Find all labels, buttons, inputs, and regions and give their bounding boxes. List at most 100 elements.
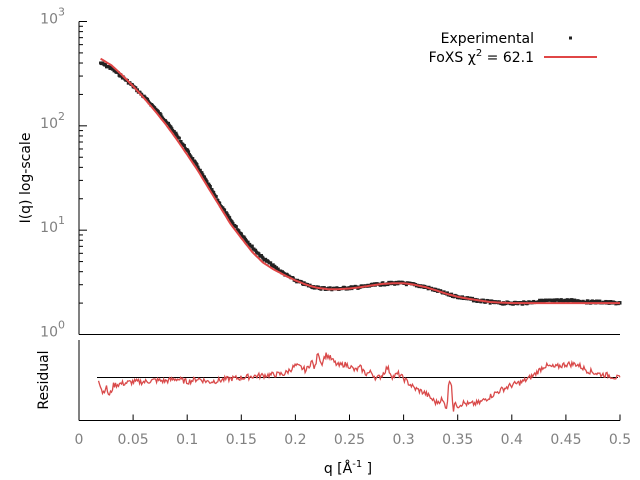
experimental-point xyxy=(475,299,479,303)
experimental-point xyxy=(590,299,594,303)
y-tick-label: 100 xyxy=(40,319,65,341)
experimental-point xyxy=(216,198,220,202)
x-tick-label: 0.5 xyxy=(609,432,631,448)
experimental-point xyxy=(99,61,103,65)
experimental-point xyxy=(604,299,608,303)
experimental-point xyxy=(386,283,390,287)
experimental-point xyxy=(586,300,590,304)
experimental-point xyxy=(214,195,218,199)
x-tick-label: 0.35 xyxy=(442,432,473,448)
experimental-point xyxy=(174,133,178,137)
experimental-point xyxy=(272,264,276,268)
legend-label-experimental: Experimental xyxy=(441,31,534,47)
experimental-point xyxy=(208,185,212,189)
experimental-point xyxy=(191,157,195,161)
experimental-point xyxy=(164,119,168,123)
experimental-point xyxy=(553,299,557,303)
experimental-point xyxy=(279,269,283,273)
experimental-point xyxy=(107,65,111,69)
experimental-point xyxy=(254,248,258,252)
experimental-point xyxy=(166,121,170,125)
experimental-point xyxy=(159,113,163,117)
x-tick-label: 0.25 xyxy=(334,432,365,448)
experimental-point xyxy=(179,140,183,144)
experimental-point xyxy=(210,188,214,192)
x-tick-label: 0 xyxy=(75,432,84,448)
y-tick-label: 102 xyxy=(40,110,65,132)
experimental-point xyxy=(234,225,238,229)
experimental-point xyxy=(225,212,229,216)
legend-foxs-sup: 2 xyxy=(476,48,482,59)
experimental-point xyxy=(276,267,280,271)
experimental-point xyxy=(564,298,568,302)
x-tick-label: 0.45 xyxy=(550,432,581,448)
experimental-point xyxy=(156,110,160,114)
main-plot-frame xyxy=(78,21,620,335)
x-axis-label-close: ] xyxy=(362,461,372,477)
experimental-point xyxy=(174,131,178,135)
experimental-point xyxy=(205,180,209,184)
experimental-point xyxy=(201,173,205,177)
experimental-point xyxy=(109,66,113,70)
experimental-series xyxy=(99,61,622,306)
experimental-point xyxy=(185,149,189,153)
experimental-point xyxy=(269,261,273,265)
residual-y-axis-label: Residual xyxy=(36,350,52,409)
experimental-point xyxy=(113,68,117,72)
main-y-ticks: 100 101 102 103 xyxy=(40,6,87,341)
experimental-point xyxy=(195,163,199,167)
experimental-point xyxy=(246,240,250,244)
experimental-point xyxy=(228,216,232,220)
experimental-point xyxy=(198,168,202,172)
experimental-point xyxy=(111,67,115,71)
experimental-point xyxy=(291,276,295,280)
experimental-point xyxy=(264,257,268,261)
legend-label-foxs: FoXS χ2 = 62.1 xyxy=(429,48,534,66)
experimental-point xyxy=(169,125,173,129)
experimental-point xyxy=(404,283,408,287)
experimental-point xyxy=(196,165,200,169)
experimental-point xyxy=(146,99,150,103)
x-axis-label: q [Å-1 ] xyxy=(324,459,372,477)
experimental-point xyxy=(239,232,243,236)
experimental-point xyxy=(148,102,152,106)
experimental-point xyxy=(218,202,222,206)
experimental-point xyxy=(120,75,124,79)
x-tick-label: 0.4 xyxy=(501,432,523,448)
experimental-point xyxy=(200,171,204,175)
y-tick-label: 103 xyxy=(40,6,65,28)
foxs-fit-line xyxy=(100,57,620,305)
experimental-point xyxy=(204,178,208,182)
experimental-point xyxy=(259,254,263,258)
experimental-point xyxy=(349,285,353,289)
x-tick-label: 0.05 xyxy=(118,432,149,448)
experimental-point xyxy=(501,302,505,306)
experimental-point xyxy=(322,286,326,290)
experimental-point xyxy=(212,191,216,195)
experimental-point xyxy=(177,136,181,140)
x-tick-label: 0.2 xyxy=(284,432,306,448)
experimental-point xyxy=(275,266,279,270)
experimental-point xyxy=(250,245,254,249)
legend-foxs-text: FoXS χ xyxy=(429,50,476,66)
x-tick-label: 0.3 xyxy=(392,432,414,448)
experimental-point xyxy=(542,299,546,303)
experimental-point xyxy=(302,281,306,285)
legend: Experimental FoXS χ2 = 62.1 xyxy=(429,31,597,66)
experimental-point xyxy=(237,229,241,233)
experimental-point xyxy=(226,213,230,217)
residual-line xyxy=(97,352,621,412)
experimental-point xyxy=(479,300,483,304)
x-tick-label: 0.1 xyxy=(176,432,198,448)
experimental-point xyxy=(598,299,602,303)
experimental-point xyxy=(283,272,287,276)
experimental-point xyxy=(575,299,579,303)
experimental-point xyxy=(531,300,535,304)
legend-foxs-value: = 62.1 xyxy=(482,50,534,66)
experimental-point xyxy=(228,218,232,222)
experimental-point xyxy=(170,127,174,131)
experimental-point xyxy=(596,300,600,304)
x-axis-label-text: q [Å xyxy=(324,460,353,477)
experimental-point xyxy=(207,183,211,187)
